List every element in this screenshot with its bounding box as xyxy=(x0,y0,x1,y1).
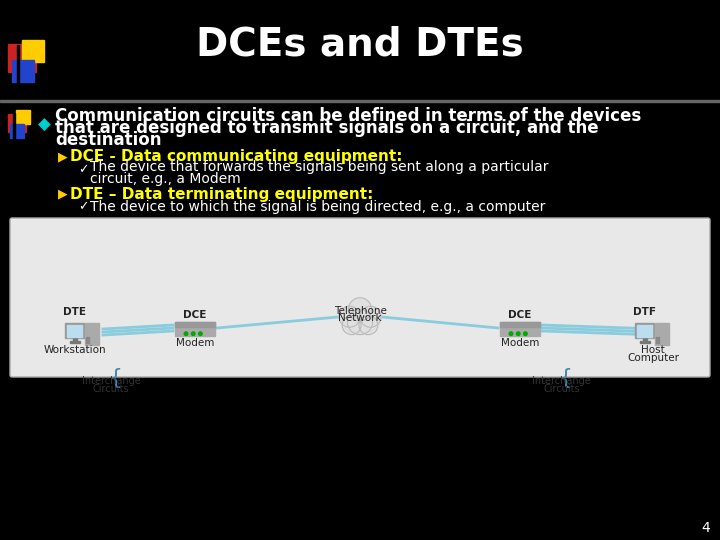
Bar xyxy=(0,0,720,100)
Text: }: } xyxy=(554,366,569,386)
Text: ▶: ▶ xyxy=(58,151,68,164)
Circle shape xyxy=(516,332,520,335)
Text: ✓: ✓ xyxy=(78,200,89,213)
Circle shape xyxy=(509,332,513,335)
Bar xyxy=(636,326,652,336)
Text: Modem: Modem xyxy=(501,338,539,348)
Text: Communication circuits can be defined in terms of the devices: Communication circuits can be defined in… xyxy=(55,107,642,125)
Text: Interchange: Interchange xyxy=(532,376,591,386)
Circle shape xyxy=(359,316,378,335)
Text: The device that forwards the signals being sent along a particular: The device that forwards the signals bei… xyxy=(90,160,549,174)
Text: DTE – Data terminating equipment:: DTE – Data terminating equipment: xyxy=(70,186,374,201)
Circle shape xyxy=(339,306,360,327)
Text: }: } xyxy=(104,366,118,386)
Text: DCEs and DTEs: DCEs and DTEs xyxy=(196,26,524,64)
Bar xyxy=(13,113,15,141)
Bar xyxy=(500,322,540,327)
Bar xyxy=(643,338,647,342)
Text: 4: 4 xyxy=(701,521,710,535)
Bar xyxy=(12,60,34,82)
Text: Circuits: Circuits xyxy=(93,384,130,394)
Bar xyxy=(0,102,720,380)
Circle shape xyxy=(184,332,188,335)
Bar xyxy=(85,323,99,345)
Bar xyxy=(17,45,19,85)
Bar xyxy=(175,322,215,336)
Bar xyxy=(10,124,24,138)
Bar xyxy=(0,100,720,102)
Bar xyxy=(22,40,44,62)
Bar xyxy=(66,326,82,336)
Bar xyxy=(635,323,654,338)
Text: DCE: DCE xyxy=(508,310,531,320)
Text: DCE: DCE xyxy=(184,310,207,320)
Bar xyxy=(8,44,36,72)
Text: Computer: Computer xyxy=(627,353,679,363)
Text: DTE: DTE xyxy=(63,307,86,317)
Text: Workstation: Workstation xyxy=(44,345,107,355)
Text: ◆: ◆ xyxy=(38,116,50,134)
Text: Interchange: Interchange xyxy=(81,376,140,386)
Bar xyxy=(8,114,26,132)
Circle shape xyxy=(360,306,381,327)
Bar xyxy=(70,341,80,343)
Circle shape xyxy=(523,332,527,335)
Text: DTF: DTF xyxy=(634,307,657,317)
Text: The device to which the signal is being directed, e.g., a computer: The device to which the signal is being … xyxy=(90,200,545,214)
FancyBboxPatch shape xyxy=(10,218,710,377)
Bar xyxy=(73,338,77,342)
Circle shape xyxy=(192,332,195,335)
Text: Modem: Modem xyxy=(176,338,214,348)
Bar xyxy=(655,323,669,345)
Circle shape xyxy=(348,298,372,321)
Bar xyxy=(86,336,89,343)
Text: ✓: ✓ xyxy=(78,164,89,177)
Text: destination: destination xyxy=(55,131,161,149)
Text: that are designed to transmit signals on a circuit, and the: that are designed to transmit signals on… xyxy=(55,119,598,137)
Circle shape xyxy=(199,332,202,335)
Bar xyxy=(656,336,660,343)
Text: circuit, e.g., a Modem: circuit, e.g., a Modem xyxy=(90,172,240,186)
Bar xyxy=(16,110,30,124)
Bar xyxy=(640,341,650,343)
Text: Host: Host xyxy=(641,345,665,355)
Text: DCE - Data communicating equipment:: DCE - Data communicating equipment: xyxy=(70,150,402,165)
Bar xyxy=(65,323,84,338)
Circle shape xyxy=(342,316,361,335)
Bar xyxy=(500,322,540,336)
Text: Network: Network xyxy=(338,313,382,323)
Bar xyxy=(175,322,215,327)
Text: Circuits: Circuits xyxy=(543,384,580,394)
Text: ▶: ▶ xyxy=(58,187,68,200)
Text: Telephone: Telephone xyxy=(333,306,387,316)
Circle shape xyxy=(347,309,373,335)
